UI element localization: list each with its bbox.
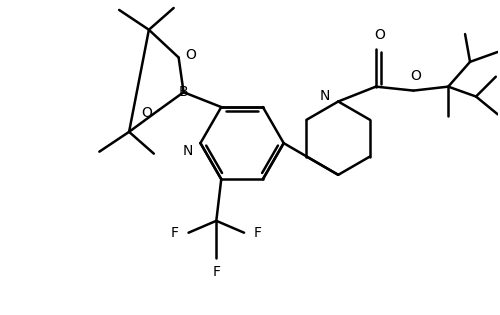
Text: N: N <box>319 89 330 103</box>
Text: O: O <box>185 48 196 61</box>
Text: F: F <box>170 226 178 240</box>
Text: F: F <box>254 226 262 240</box>
Text: B: B <box>179 85 188 99</box>
Text: O: O <box>374 28 386 42</box>
Text: O: O <box>410 69 421 83</box>
Text: O: O <box>142 106 152 120</box>
Text: N: N <box>182 144 192 158</box>
Text: F: F <box>212 265 220 279</box>
